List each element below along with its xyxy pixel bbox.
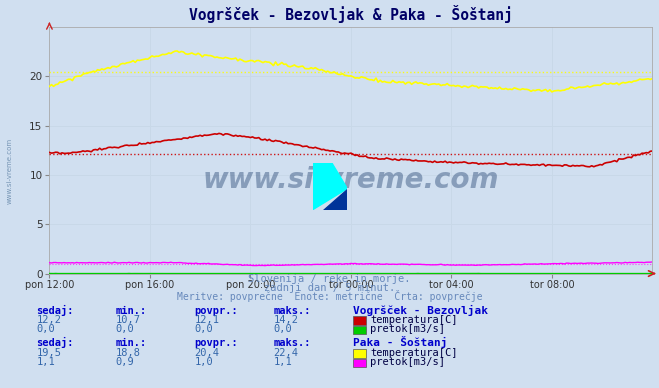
Text: temperatura[C]: temperatura[C] <box>370 348 458 358</box>
Text: zadnji dan / 5 minut.: zadnji dan / 5 minut. <box>264 283 395 293</box>
Text: temperatura[C]: temperatura[C] <box>370 315 458 325</box>
Text: 14,2: 14,2 <box>273 315 299 325</box>
Text: 19,5: 19,5 <box>36 348 61 358</box>
Polygon shape <box>313 163 347 210</box>
Polygon shape <box>324 189 347 210</box>
Text: 0,0: 0,0 <box>36 324 55 334</box>
Text: 10,7: 10,7 <box>115 315 140 325</box>
Text: 12,2: 12,2 <box>36 315 61 325</box>
Text: povpr.:: povpr.: <box>194 305 238 315</box>
Text: 1,1: 1,1 <box>273 357 292 367</box>
Text: Paka - Šoštanj: Paka - Šoštanj <box>353 336 447 348</box>
Text: 18,8: 18,8 <box>115 348 140 358</box>
Text: maks.:: maks.: <box>273 338 311 348</box>
Text: Meritve: povprečne  Enote: metrične  Črta: povprečje: Meritve: povprečne Enote: metrične Črta:… <box>177 289 482 301</box>
Text: sedaj:: sedaj: <box>36 305 74 315</box>
Text: 1,0: 1,0 <box>194 357 213 367</box>
Text: Vogršček - Bezovljak: Vogršček - Bezovljak <box>353 305 488 315</box>
Title: Vogršček - Bezovljak & Paka - Šoštanj: Vogršček - Bezovljak & Paka - Šoštanj <box>189 5 513 23</box>
Text: www.si-vreme.com: www.si-vreme.com <box>7 138 13 204</box>
Text: 20,4: 20,4 <box>194 348 219 358</box>
Text: 0,0: 0,0 <box>115 324 134 334</box>
Text: min.:: min.: <box>115 338 146 348</box>
Text: 22,4: 22,4 <box>273 348 299 358</box>
Text: pretok[m3/s]: pretok[m3/s] <box>370 357 445 367</box>
Text: min.:: min.: <box>115 305 146 315</box>
Text: 0,0: 0,0 <box>194 324 213 334</box>
Text: povpr.:: povpr.: <box>194 338 238 348</box>
Text: www.si-vreme.com: www.si-vreme.com <box>203 166 499 194</box>
Text: 0,0: 0,0 <box>273 324 292 334</box>
Text: Slovenija / reke in morje.: Slovenija / reke in morje. <box>248 274 411 284</box>
Text: 0,9: 0,9 <box>115 357 134 367</box>
Text: 12,1: 12,1 <box>194 315 219 325</box>
Text: sedaj:: sedaj: <box>36 338 74 348</box>
Text: 1,1: 1,1 <box>36 357 55 367</box>
Text: pretok[m3/s]: pretok[m3/s] <box>370 324 445 334</box>
Text: maks.:: maks.: <box>273 305 311 315</box>
Polygon shape <box>313 163 332 210</box>
